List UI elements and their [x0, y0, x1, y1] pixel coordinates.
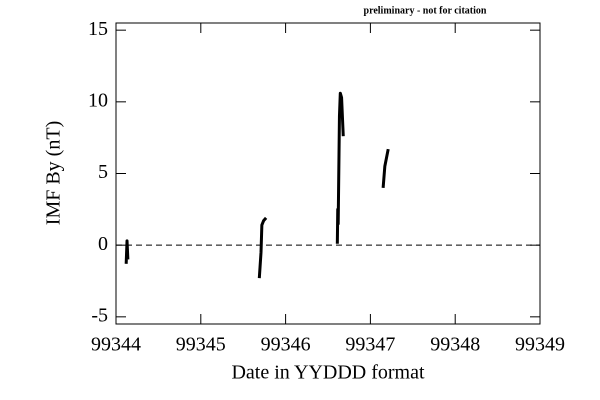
y-tick-label: 15	[88, 18, 108, 40]
x-tick-label: 99349	[515, 334, 565, 356]
y-tick-label: 0	[98, 233, 108, 255]
x-tick-label: 99345	[176, 334, 226, 356]
plot-frame	[115, 22, 541, 325]
y-tick-label: 10	[88, 89, 108, 111]
x-tick-label: 99346	[261, 334, 311, 356]
x-tick-label: 99348	[430, 334, 480, 356]
data-line	[124, 91, 390, 279]
x-tick-label: 99347	[345, 334, 395, 356]
y-tick-label: -5	[91, 304, 108, 326]
y-axis-label: IMF By (nT)	[43, 121, 65, 225]
x-axis-label: Date in YYDDD format	[231, 362, 425, 384]
y-tick-label: 5	[98, 161, 108, 183]
annotation: preliminary - not for citation	[364, 5, 487, 16]
x-tick-label: 99344	[91, 334, 141, 356]
